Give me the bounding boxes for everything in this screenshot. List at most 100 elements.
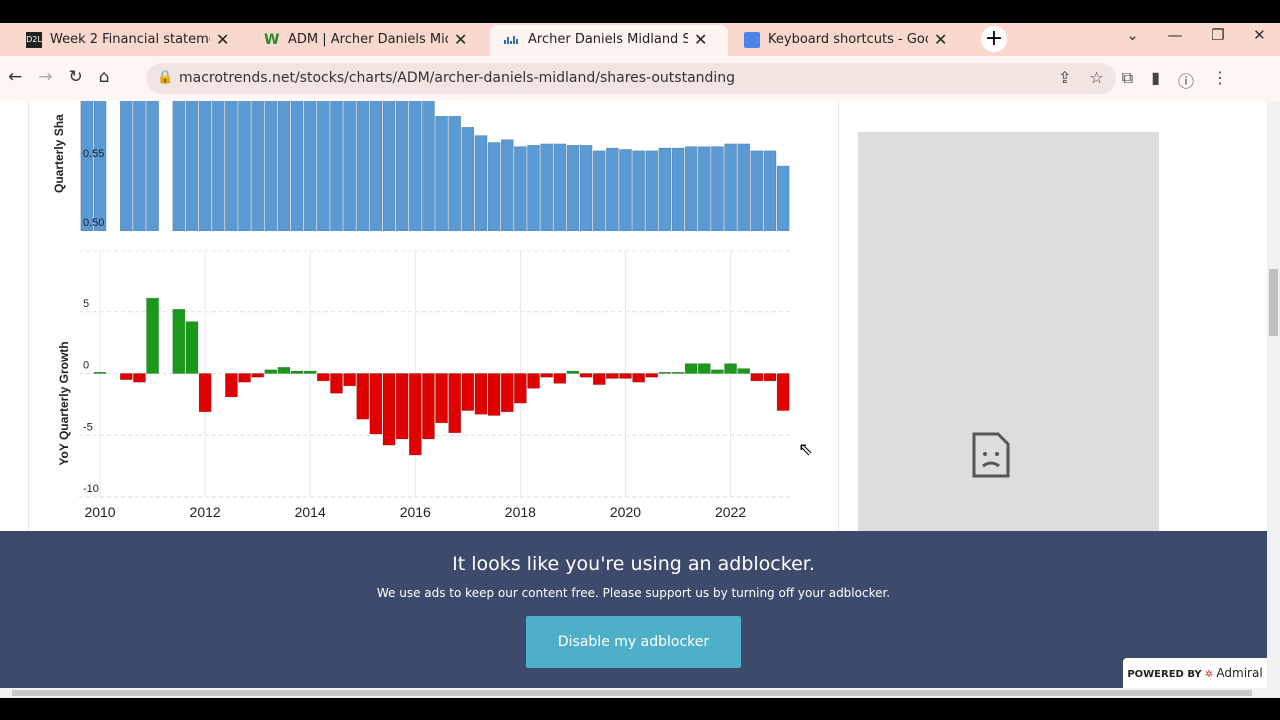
bar xyxy=(330,101,343,231)
bar xyxy=(579,144,593,231)
bar xyxy=(369,373,383,435)
y-axis-label: YoY Quarterly Growth xyxy=(57,341,71,465)
bar xyxy=(80,101,94,231)
bar xyxy=(776,165,790,231)
bar xyxy=(395,373,409,440)
v-scroll-thumb[interactable] xyxy=(1269,269,1278,336)
powered-box: POWERED BY ✲ Admiral xyxy=(1123,658,1267,688)
h-scroll-thumb[interactable] xyxy=(12,690,1252,696)
bar xyxy=(566,144,580,231)
nav-buttons[interactable]: ← → ↻ ⌂ xyxy=(8,67,110,87)
bar xyxy=(632,150,645,231)
window-controls[interactable]: ⌄ — ❐ ✕ xyxy=(1126,26,1266,44)
tab[interactable]: Archer Daniels Midland Shares ✕ xyxy=(478,23,723,56)
bar xyxy=(211,101,225,231)
bar xyxy=(264,369,278,374)
tab[interactable]: D2L Week 2 Financial statement rati ✕ xyxy=(0,23,245,56)
bar xyxy=(619,373,632,379)
url[interactable]: macrotrends.net/stocks/charts/ADM/archer… xyxy=(179,70,736,86)
bar xyxy=(737,143,751,231)
bar xyxy=(422,373,435,440)
bar xyxy=(93,101,107,231)
bar xyxy=(395,101,409,231)
tab[interactable]: Keyboard shortcuts - Google D ✕ xyxy=(718,23,963,56)
brand: Admiral xyxy=(1216,666,1263,680)
x-tick-label: 2010 xyxy=(84,504,115,520)
bar xyxy=(645,150,659,231)
panel-border xyxy=(28,101,839,531)
bar xyxy=(645,373,659,378)
bar xyxy=(422,101,435,231)
bar xyxy=(606,147,619,231)
bar xyxy=(185,101,199,231)
bar xyxy=(290,370,304,374)
address-bar[interactable] xyxy=(146,63,1116,94)
bar xyxy=(527,373,540,389)
bar xyxy=(553,373,567,384)
ad-placeholder xyxy=(858,132,1159,531)
bar xyxy=(461,126,475,231)
close-tab[interactable]: ✕ xyxy=(454,30,468,49)
tab-title: ADM | Archer Daniels Midland ( xyxy=(288,32,448,47)
bar xyxy=(356,373,370,420)
adblock-title: It looks like you're using an adblocker. xyxy=(452,553,815,575)
bar xyxy=(697,146,711,231)
toolbar-icons[interactable]: ⇪ ☆ ⧉ ▮ ⓘ ⋮ xyxy=(1058,68,1229,91)
powered-by: POWERED BY xyxy=(1127,669,1202,680)
bar xyxy=(500,139,514,231)
bar xyxy=(658,371,672,374)
favicon: W xyxy=(264,31,280,48)
bar xyxy=(316,101,330,231)
y-tick-label: 0 xyxy=(83,360,89,372)
bar xyxy=(435,373,448,424)
x-tick-label: 2016 xyxy=(400,504,431,520)
bar xyxy=(303,370,317,374)
bar xyxy=(133,373,146,383)
bar xyxy=(750,373,764,382)
bar xyxy=(198,373,212,413)
x-tick-label: 2012 xyxy=(190,504,221,520)
bar xyxy=(408,373,422,456)
bar xyxy=(671,147,685,231)
bar xyxy=(750,150,764,231)
bar xyxy=(724,143,737,231)
bar xyxy=(198,101,212,231)
bar xyxy=(119,101,133,231)
x-tick-label: 2014 xyxy=(295,504,326,520)
bar xyxy=(579,373,593,378)
x-tick-label: 2018 xyxy=(505,504,536,520)
bar xyxy=(487,373,501,416)
bar xyxy=(369,101,383,231)
y-tick-label: -5 xyxy=(83,421,93,433)
y-tick-label: 0.55 xyxy=(83,148,104,160)
bar xyxy=(356,101,370,231)
bar xyxy=(225,373,238,398)
bar xyxy=(316,373,330,382)
tab[interactable]: W ADM | Archer Daniels Midland ( ✕ xyxy=(238,23,483,56)
bar xyxy=(461,373,475,411)
bar xyxy=(382,373,396,446)
bar xyxy=(553,143,567,231)
new-tab[interactable]: + xyxy=(981,26,1007,52)
v-scrollbar[interactable] xyxy=(1267,101,1280,698)
bar xyxy=(172,308,186,374)
bar xyxy=(527,144,540,231)
bar xyxy=(277,101,291,231)
bar xyxy=(251,373,264,378)
close-tab[interactable]: ✕ xyxy=(694,30,708,49)
active-tab-bg xyxy=(490,25,728,56)
close-tab[interactable]: ✕ xyxy=(216,30,230,49)
tab-title: Keyboard shortcuts - Google D xyxy=(768,32,928,47)
bar xyxy=(592,150,606,231)
favicon xyxy=(504,35,518,44)
bar xyxy=(711,146,724,231)
bar xyxy=(185,321,199,374)
bar xyxy=(776,373,790,411)
disable-button[interactable]: Disable my adblocker xyxy=(526,616,741,668)
bar xyxy=(540,373,554,378)
bar xyxy=(277,367,291,374)
close-tab[interactable]: ✕ xyxy=(934,30,948,49)
content: 0.50 0.55 Quarterly Sha 2010 2012 2014 2016 201… xyxy=(0,101,1267,531)
bar xyxy=(264,101,278,231)
